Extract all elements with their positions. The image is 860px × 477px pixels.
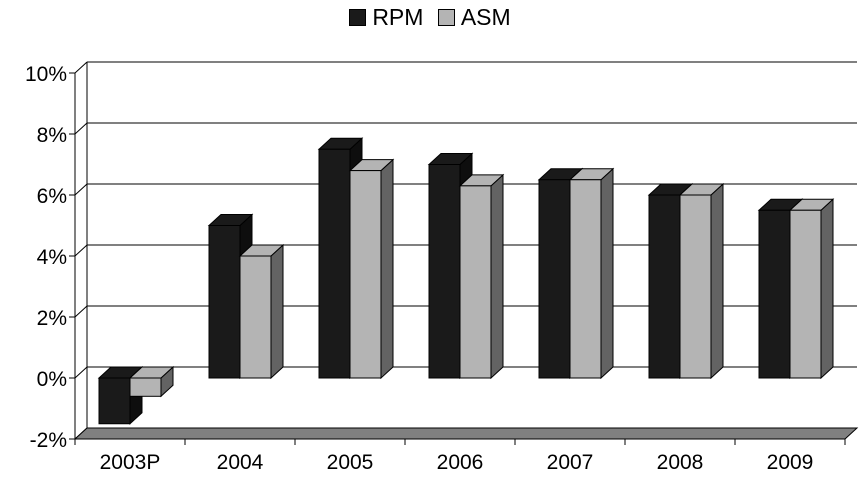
y-tick-label: 10% — [25, 63, 67, 86]
x-axis: 2003P 2004 2005 2006 2007 2008 2009 — [74, 438, 846, 474]
bar-asm — [678, 182, 725, 380]
x-tick-label: 2009 — [767, 451, 814, 474]
bar-front — [648, 194, 681, 379]
bar-front — [318, 148, 351, 379]
x-tick-label: 2005 — [327, 451, 374, 474]
bar-side — [710, 182, 724, 380]
legend-swatch-asm — [437, 9, 455, 26]
legend-label-rpm: RPM — [372, 4, 424, 30]
legend: RPM ASM — [0, 4, 860, 32]
legend-swatch-rpm — [349, 9, 367, 26]
bar-asm — [568, 167, 615, 380]
legend-item-asm: ASM — [437, 4, 511, 31]
y-axis: -2% 0% 2% 4% 6% 8% 10% — [25, 63, 76, 452]
x-tick-label: 2006 — [437, 451, 484, 474]
gridline-side — [74, 366, 88, 379]
bars — [97, 137, 835, 425]
bar-front — [679, 194, 712, 379]
bar-asm — [238, 243, 285, 380]
bar-front — [538, 179, 571, 379]
bar-front — [789, 209, 822, 379]
x-tick-label: 2003P — [100, 451, 161, 474]
bar-asm — [788, 198, 835, 380]
bar-asm — [458, 173, 505, 380]
bar-side — [270, 243, 284, 380]
bar-side — [820, 198, 834, 380]
gridline-side — [74, 244, 88, 257]
gridline-side — [74, 122, 88, 135]
bar-side — [490, 173, 504, 380]
y-tick-label: 4% — [37, 246, 67, 269]
bar-front — [98, 377, 131, 425]
bar-asm — [128, 365, 175, 398]
x-tick-label: 2008 — [657, 451, 704, 474]
x-tick-label: 2004 — [217, 451, 264, 474]
legend-label-asm: ASM — [460, 4, 511, 30]
bar-front — [428, 164, 461, 379]
gridline-side — [74, 305, 88, 318]
gridline-side — [74, 61, 88, 74]
bar-front — [758, 209, 791, 379]
bar-front — [208, 225, 241, 379]
bar-asm — [348, 158, 395, 380]
bar-front — [349, 170, 382, 379]
legend-item-rpm: RPM — [349, 4, 423, 31]
bar-front — [129, 377, 162, 397]
bar-front — [239, 255, 272, 379]
y-tick-label: -2% — [30, 429, 67, 452]
chart-floor — [73, 427, 859, 440]
y-tick-label: 8% — [37, 124, 67, 147]
gridline-side — [74, 183, 88, 196]
y-tick-label: 6% — [37, 185, 67, 208]
bar-front — [459, 185, 492, 379]
bar-side — [600, 167, 614, 380]
y-tick-label: 0% — [37, 368, 67, 391]
x-tick-label: 2007 — [547, 451, 594, 474]
floor-plane — [73, 427, 859, 440]
bar-front — [569, 179, 602, 379]
bar-side — [380, 158, 394, 380]
y-tick-label: 2% — [37, 307, 67, 330]
